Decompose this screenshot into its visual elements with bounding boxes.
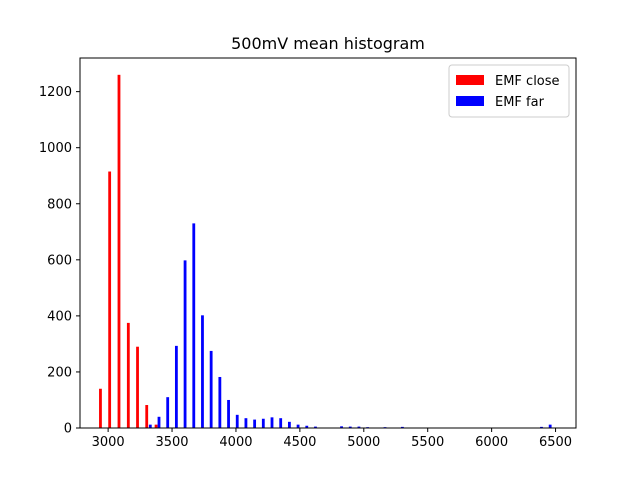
plot-background	[80, 58, 576, 428]
bar	[209, 350, 213, 428]
bar	[296, 424, 300, 428]
bar	[117, 74, 121, 428]
bar	[227, 399, 230, 428]
bar	[174, 345, 178, 428]
x-axis: 3000 3500 4000 4500 5000 5500 6000 6500	[92, 428, 572, 450]
y-tick-label: 400	[47, 309, 72, 324]
x-tick-label: 4000	[219, 435, 252, 450]
bar	[136, 346, 139, 428]
bar	[279, 418, 283, 428]
legend: EMF close EMF far	[448, 64, 570, 118]
x-tick-label: 6000	[475, 435, 508, 450]
bar	[340, 426, 343, 428]
bar	[253, 419, 257, 428]
bar	[348, 426, 352, 428]
bar	[192, 223, 196, 428]
bar	[183, 260, 187, 428]
bar	[157, 416, 161, 428]
x-tick-label: 4500	[283, 435, 316, 450]
bar	[108, 171, 112, 428]
bars-layer	[99, 74, 552, 428]
bar	[244, 418, 248, 428]
bar	[540, 426, 543, 428]
x-tick-label: 5000	[347, 435, 380, 450]
x-tick-label: 5500	[411, 435, 444, 450]
y-tick-label: 600	[47, 253, 72, 268]
y-tick-label: 1000	[39, 141, 72, 156]
y-tick-label: 800	[47, 197, 72, 212]
bar	[314, 426, 317, 428]
bar	[400, 426, 404, 428]
bar	[126, 322, 130, 428]
bar	[148, 424, 152, 428]
bar	[154, 424, 158, 428]
legend-label: EMF far	[495, 95, 545, 110]
bar	[166, 397, 170, 428]
bar	[261, 418, 265, 428]
x-tick-label: 3500	[155, 435, 188, 450]
bar	[357, 426, 361, 428]
bar	[548, 424, 552, 428]
bar	[270, 417, 274, 428]
bar	[218, 376, 222, 428]
bar	[145, 405, 149, 428]
y-tick-label: 200	[47, 365, 72, 380]
plot-frame	[79, 57, 577, 429]
bar	[201, 315, 204, 428]
bar	[235, 414, 239, 428]
y-tick-label: 1200	[39, 85, 72, 100]
legend-label: EMF close	[495, 74, 560, 89]
legend-swatch	[456, 96, 484, 106]
x-tick-label: 3000	[92, 435, 125, 450]
bar	[287, 421, 291, 428]
x-tick-label: 6500	[539, 435, 572, 450]
legend-swatch	[456, 75, 484, 85]
bar	[305, 425, 309, 428]
y-tick-label: 0	[64, 422, 72, 437]
bar	[99, 388, 102, 428]
chart-title: 500mV mean histogram	[231, 34, 425, 53]
y-axis: 0 200 400 600 800 1000 1200	[39, 85, 80, 437]
